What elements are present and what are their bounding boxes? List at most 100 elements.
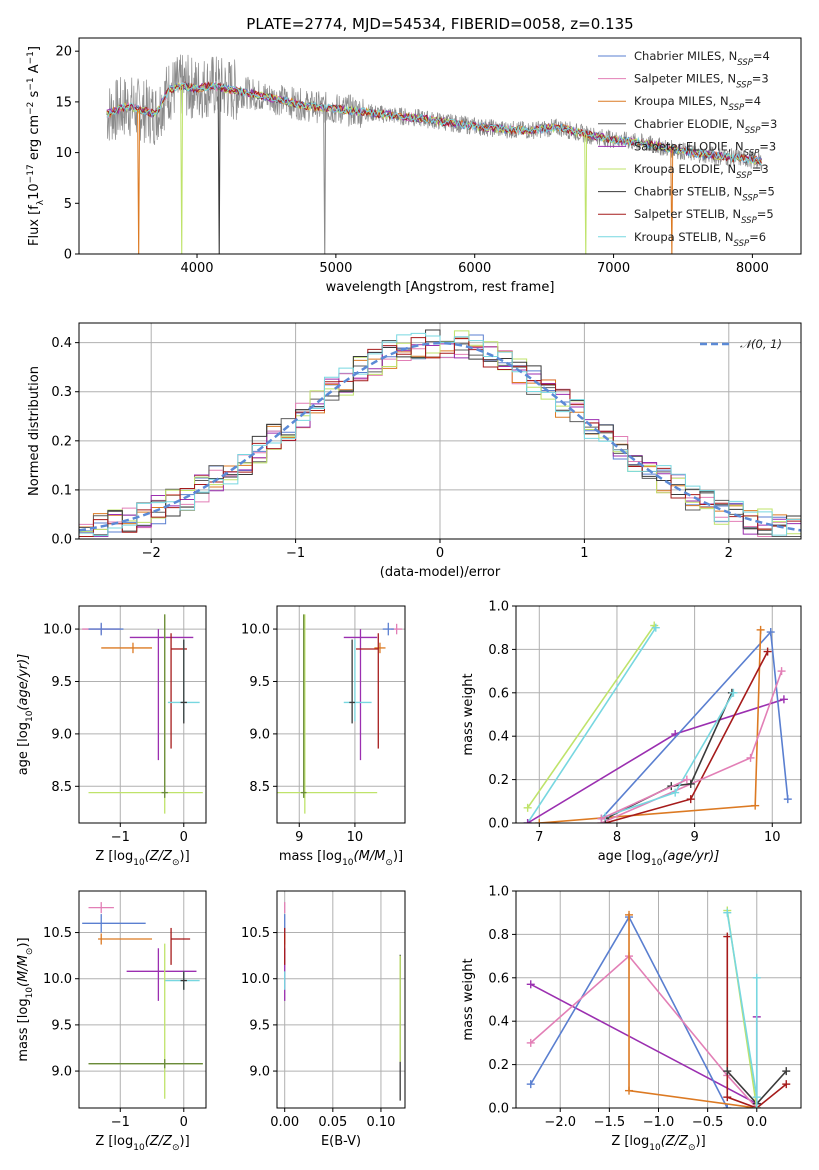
errorbar-point (343, 629, 378, 761)
y-tick-label: 9.0 (51, 727, 72, 742)
x-tick-label: −1 (286, 546, 305, 561)
y-tick-label: 10.5 (43, 926, 72, 941)
plus-marker (682, 775, 691, 784)
y-tick-label: 9.5 (51, 1018, 72, 1033)
legend-label: Kroupa MILES, NSSP=4 (634, 94, 761, 113)
plus-marker (723, 1104, 732, 1108)
x-tick-label: −2.0 (544, 1115, 576, 1130)
x-tick-label: 0 (436, 546, 444, 561)
y-tick-label: 1.0 (488, 885, 509, 900)
y-tick-label: 0.2 (488, 773, 509, 788)
errorbar-point (101, 642, 153, 654)
y-tick-label: 0.4 (51, 336, 72, 351)
x-axis-label: age [log10(age/yr)] (598, 849, 720, 868)
errorbar-point (374, 642, 386, 654)
y-axis-label: mass weight (461, 673, 476, 755)
plus-marker (751, 801, 760, 810)
legend-label: 𝒩(0, 1) (740, 337, 782, 351)
errorbar-point (88, 1059, 203, 1069)
x-tick-label: −1.0 (643, 1115, 675, 1130)
y-tick-label: 9.5 (249, 675, 270, 690)
y-tick-label: 0.6 (488, 971, 509, 986)
plus-marker (752, 1093, 761, 1102)
spectrum-dropout (180, 86, 184, 254)
axes-frame (78, 890, 207, 1109)
plot-area (82, 902, 203, 1099)
legend-label: Chabrier ELODIE, NSSP=3 (634, 117, 777, 136)
y-tick-label: 0.8 (488, 643, 509, 658)
x-tick-label: 10 (347, 830, 364, 845)
x-tick-label: 6000 (458, 261, 491, 276)
y-tick-label: 0 (64, 248, 72, 263)
figure-title: PLATE=2774, MJD=54534, FIBERID=0058, z=0… (246, 15, 633, 33)
plus-marker (686, 795, 695, 804)
legend-label: Salpeter STELIB, NSSP=5 (634, 207, 774, 226)
errorbar-point (356, 633, 379, 749)
x-tick-label: 1 (580, 546, 588, 561)
x-axis-label: E(B-V) (321, 1134, 361, 1149)
errorbar-point (180, 971, 187, 990)
errorbar-point (349, 639, 355, 724)
plus-marker (723, 1067, 732, 1076)
x-axis-label: wavelength [Angstrom, rest frame] (326, 280, 555, 295)
y-tick-label: 0.3 (51, 385, 72, 400)
series-line (526, 625, 655, 809)
plus-marker (756, 625, 765, 634)
residual-histogram (79, 337, 801, 538)
plus-marker (777, 667, 786, 676)
spectrum-dropout (584, 134, 588, 254)
model-fit-line (106, 81, 762, 166)
errorbar-point (129, 629, 194, 761)
x-tick-label: 0 (180, 1115, 188, 1130)
mass-vs-ebv-panel: 0.00 0.05 0.10 9.0 9.5 10.0 10.5 E(B-V) (241, 890, 406, 1149)
x-tick-label: 4000 (180, 261, 213, 276)
plus-marker (779, 695, 788, 704)
errorbar-point (98, 933, 153, 945)
plus-marker (752, 1104, 761, 1108)
plus-marker (782, 1080, 791, 1089)
massweight-vs-age-panel: 7 8 9 10 0.0 0.2 0.4 0.6 0.8 1.0 age [log10(age/yr… (461, 600, 802, 868)
x-tick-label: −1.5 (594, 1115, 626, 1130)
series-line (539, 629, 762, 823)
y-tick-label: 0.0 (488, 817, 509, 832)
spectrum-dropout (217, 87, 221, 254)
legend-label: Chabrier MILES, NSSP=4 (634, 49, 770, 68)
plus-marker (723, 908, 732, 917)
y-tick-label: 10.0 (43, 623, 72, 638)
errorbar-point (180, 639, 187, 724)
series-line (605, 651, 769, 823)
errorbar-point (161, 614, 168, 798)
plus-marker (763, 647, 772, 656)
legend-label: Kroupa STELIB, NSSP=6 (634, 230, 766, 249)
axes-frame (78, 605, 207, 824)
x-tick-label: 8 (613, 830, 621, 845)
plus-marker (723, 1093, 732, 1102)
plus-marker (526, 1038, 535, 1047)
y-tick-label: 8.5 (51, 780, 72, 795)
errorbar-point (300, 614, 307, 798)
legend-label: Salpeter ELODIE, NSSP=3 (634, 139, 776, 158)
plus-marker (526, 1080, 535, 1089)
x-axis-label: Z [log10(Z/Z⊙)] (95, 849, 189, 868)
x-axis-label: Z [log10(Z/Z⊙)] (611, 1134, 705, 1153)
x-axis-label: Z [log10(Z/Z⊙)] (95, 1134, 189, 1153)
plus-marker (746, 753, 755, 762)
spectrum-dropout (137, 109, 141, 254)
errorbar-point (170, 633, 187, 749)
axes-frame (78, 37, 802, 255)
errorbar-point (88, 902, 114, 914)
y-axis-label: mass weight (461, 958, 476, 1040)
y-tick-label: 20 (55, 45, 72, 60)
plus-marker (526, 980, 535, 989)
x-axis-label: (data-model)/error (380, 565, 501, 580)
y-tick-label: 10.0 (241, 623, 270, 638)
plus-marker (597, 814, 606, 823)
y-tick-label: 10.0 (43, 972, 72, 987)
mass-vs-metallicity-panel: −1 0 9.0 9.5 10.0 10.5 Z [log10(Z/Z⊙)] mass [lo… (16, 890, 207, 1153)
y-tick-label: 1.0 (488, 600, 509, 615)
plus-marker (752, 973, 761, 982)
y-axis-label: age [log10(age/yr)] (16, 654, 35, 776)
axes-frame (276, 890, 406, 1109)
age-vs-metallicity-panel: −1 0 8.5 9.0 9.5 10.0 Z [log10(Z/Z⊙)] age [log1… (16, 605, 207, 868)
residual-histogram (79, 332, 801, 537)
